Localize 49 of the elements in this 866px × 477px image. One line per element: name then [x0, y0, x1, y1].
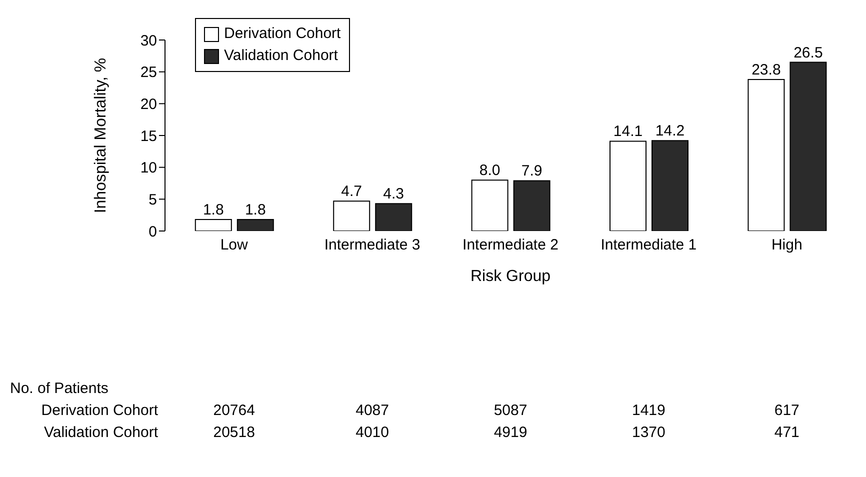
bar — [194, 219, 232, 231]
bar — [471, 180, 508, 231]
text: 1370 — [631, 424, 666, 441]
legend-label: Derivation Cohort — [224, 24, 341, 44]
data-label: 4.3 — [383, 186, 404, 203]
text: 20764 — [212, 402, 256, 419]
bar — [790, 62, 827, 231]
data-label: 14.2 — [655, 122, 685, 140]
text: 1419 — [631, 402, 666, 419]
bar — [748, 78, 785, 231]
text: 617 — [773, 402, 800, 419]
x-tick-label: Intermediate 1 — [600, 236, 697, 254]
x-axis-title: Risk Group — [470, 268, 551, 285]
text: Validation Cohort — [44, 424, 158, 441]
bar — [375, 203, 412, 231]
bar — [333, 200, 370, 231]
text: 4919 — [492, 424, 528, 441]
data-label: 8.0 — [479, 162, 500, 180]
y-tick-label: 30 — [140, 32, 157, 50]
data-label: 26.5 — [794, 44, 823, 62]
text: 4010 — [354, 424, 390, 441]
text: 20518 — [212, 424, 256, 441]
y-tick-label: 15 — [140, 128, 157, 145]
text: 4087 — [354, 402, 390, 419]
data-label: 7.9 — [521, 162, 542, 180]
data-label: 1.8 — [244, 202, 266, 219]
y-tick-label: 0 — [148, 223, 157, 240]
data-label: 1.8 — [202, 202, 224, 219]
text: No. of Patients — [10, 380, 108, 397]
legend-label: Validation Cohort — [224, 46, 338, 66]
y-tick-label: 10 — [140, 160, 157, 177]
y-axis-title: Inhospital Mortality, % — [92, 58, 110, 214]
data-label: 4.7 — [341, 183, 362, 200]
bar — [236, 219, 274, 231]
y-tick-label: 25 — [140, 64, 157, 82]
x-tick-label: Intermediate 2 — [462, 236, 558, 254]
text: Derivation Cohort — [41, 402, 158, 419]
x-tick-label: High — [771, 236, 802, 254]
bar — [513, 180, 550, 231]
bar — [652, 140, 689, 231]
bar — [610, 140, 647, 231]
data-label: 23.8 — [752, 61, 781, 78]
text: 5087 — [492, 402, 528, 419]
y-tick-label: 20 — [140, 96, 157, 113]
text: 471 — [773, 424, 800, 441]
data-label: 14.1 — [613, 123, 643, 140]
x-tick-label: Intermediate 3 — [324, 236, 420, 254]
y-tick-label: 5 — [148, 191, 157, 208]
x-tick-label: Low — [220, 236, 248, 254]
